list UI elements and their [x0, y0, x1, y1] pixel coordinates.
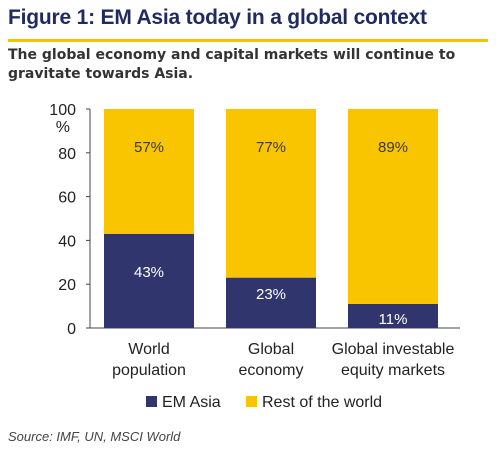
y-tick-label: 40 [58, 233, 76, 250]
legend-swatch-em-asia [146, 396, 157, 407]
data-label-em-asia: 23% [256, 286, 286, 303]
y-tick-label: 0 [67, 321, 76, 338]
legend-label-rest-of-world: Rest of the world [262, 394, 382, 411]
bar-rest-of-world [226, 109, 316, 278]
category-label: population [112, 362, 186, 379]
data-label-rest-of-world: 57% [134, 139, 164, 156]
y-tick-label: 80 [58, 146, 76, 163]
category-label: Global investable [332, 341, 455, 358]
category-label: equity markets [341, 362, 445, 379]
data-label-rest-of-world: 77% [256, 139, 286, 156]
bar-rest-of-world [104, 109, 194, 234]
legend-swatch-rest-of-world [246, 396, 257, 407]
title-rule [8, 39, 488, 42]
bar-em-asia [104, 233, 194, 328]
y-unit-label: % [56, 119, 70, 136]
data-label-em-asia: 11% [379, 311, 408, 328]
category-label: Global [248, 341, 294, 358]
data-label-rest-of-world: 89% [378, 139, 408, 156]
legend-label-em-asia: EM Asia [162, 394, 221, 411]
figure-title: Figure 1: EM Asia today in a global cont… [8, 6, 427, 29]
figure-subtitle: The global economy and capital markets w… [8, 47, 456, 82]
y-tick-label: 60 [58, 190, 76, 207]
category-label: economy [239, 362, 304, 379]
bar-em-asia [348, 303, 438, 328]
data-label-em-asia: 43% [134, 264, 164, 281]
y-tick-label: 20 [58, 277, 76, 294]
y-tick-label: 100 [49, 102, 76, 119]
bar-em-asia [226, 277, 316, 328]
source-note: Source: IMF, UN, MSCI World [8, 429, 181, 444]
bar-rest-of-world [348, 109, 438, 304]
category-label: World [128, 341, 170, 358]
